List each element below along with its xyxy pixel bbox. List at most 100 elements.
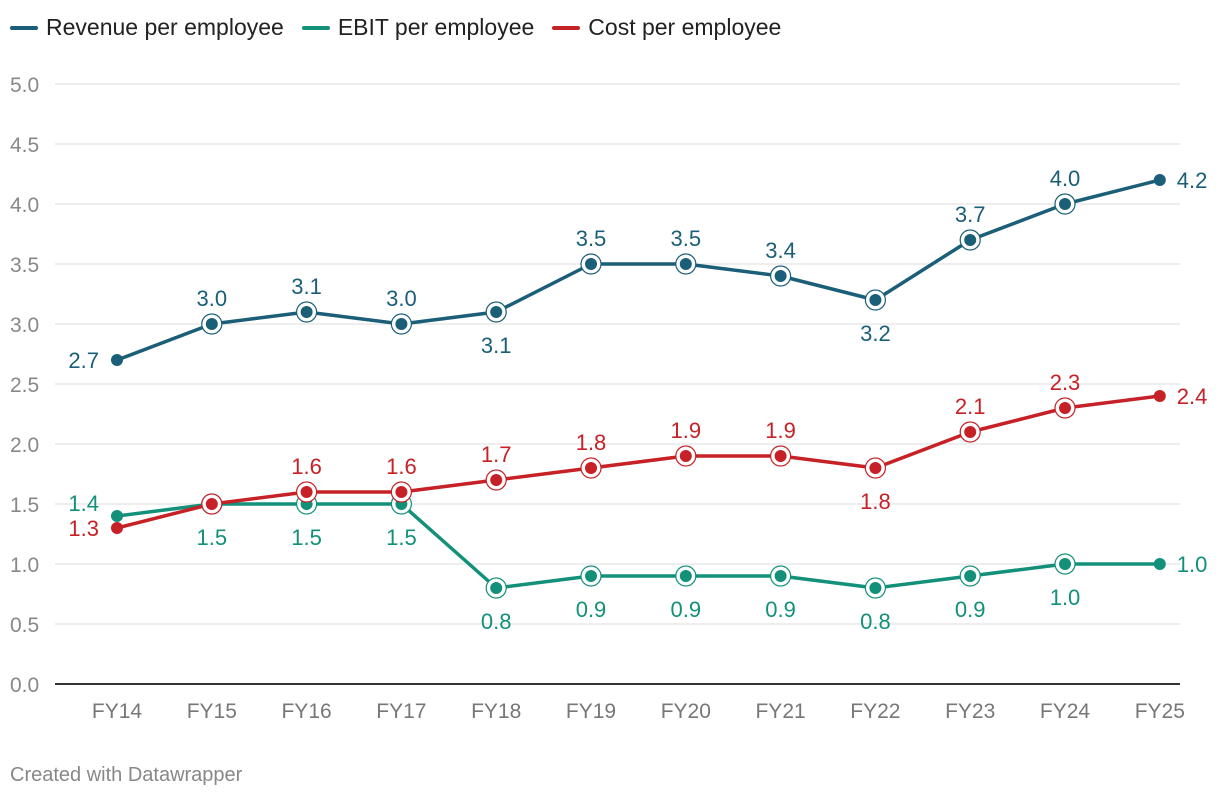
data-label-ebit: 1.0 (1050, 585, 1081, 610)
point-ebit (490, 582, 503, 594)
x-tick-label: FY23 (945, 700, 995, 723)
data-label-revenue: 4.2 (1177, 168, 1208, 193)
point-ebit (111, 510, 123, 522)
y-tick-label: 4.5 (10, 134, 39, 157)
data-label-ebit: 1.0 (1177, 552, 1208, 577)
point-ebit (1153, 558, 1166, 570)
y-tick-label: 0.5 (10, 614, 39, 637)
y-tick-label: 2.0 (10, 434, 39, 457)
point-revenue (490, 306, 503, 318)
point-cost (774, 450, 787, 462)
y-tick-label: 3.5 (10, 254, 39, 277)
point-cost (869, 462, 882, 474)
data-label-revenue: 3.2 (860, 321, 891, 346)
point-cost (679, 450, 692, 462)
legend-label-ebit: EBIT per employee (337, 14, 535, 40)
x-tick-label: FY20 (661, 700, 711, 723)
point-ebit (869, 582, 882, 594)
y-tick-label: 5.0 (10, 74, 39, 97)
data-label-revenue: 3.0 (386, 286, 417, 311)
x-tick-label: FY21 (755, 700, 805, 723)
data-label-cost: 1.9 (671, 418, 702, 443)
point-ebit (964, 570, 977, 582)
data-labels: 2.73.0 3.1 3.03.13.5 3.5 3.43.23.74.0 4.21.41… (68, 166, 1207, 634)
x-tick-label: FY25 (1135, 700, 1185, 723)
data-label-ebit: 1.4 (68, 491, 99, 516)
data-label-ebit: 1.5 (197, 525, 228, 550)
point-revenue (300, 306, 313, 318)
data-label-ebit: 0.9 (671, 597, 702, 622)
point-revenue (1059, 198, 1071, 210)
data-label-cost: 1.8 (576, 430, 607, 455)
series-line-revenue (115, 178, 1162, 362)
point-revenue (869, 294, 882, 306)
data-label-cost: 1.6 (386, 454, 417, 479)
x-tick-label: FY24 (1040, 700, 1091, 723)
x-tick-label: FY22 (850, 700, 900, 723)
point-cost (585, 462, 597, 474)
point-ebit (679, 570, 692, 582)
point-revenue (964, 234, 977, 246)
series-line-ebit (115, 502, 1162, 590)
point-revenue (1153, 174, 1166, 186)
data-points (111, 174, 1166, 599)
data-label-revenue: 3.7 (955, 202, 986, 227)
y-tick-label: 1.5 (10, 494, 39, 517)
data-label-revenue: 3.4 (765, 238, 796, 263)
data-label-revenue: 3.1 (291, 274, 322, 299)
point-cost (300, 486, 313, 498)
legend-item-cost: Cost per employee (552, 14, 781, 41)
point-ebit (585, 570, 597, 582)
data-label-revenue: 3.0 (197, 286, 228, 311)
data-label-ebit: 0.9 (765, 597, 796, 622)
point-cost (490, 474, 503, 486)
y-tick-label: 1.0 (10, 554, 39, 577)
point-cost (1153, 390, 1166, 402)
point-cost (395, 486, 408, 498)
y-tick-label: 0.0 (10, 674, 39, 697)
point-cost (111, 522, 123, 534)
data-label-revenue: 3.1 (481, 333, 512, 358)
legend-swatch-revenue (10, 25, 38, 30)
point-revenue (679, 258, 692, 270)
data-label-ebit: 0.9 (955, 597, 986, 622)
data-label-cost: 1.6 (291, 454, 322, 479)
point-cost (1059, 402, 1071, 414)
x-tick-label: FY18 (471, 700, 521, 723)
x-tick-label: FY16 (281, 700, 331, 723)
series-lines (115, 178, 1162, 590)
data-label-cost: 1.7 (481, 442, 512, 467)
y-axis: 0.0 0.5 1.0 1.5 2.0 2.5 3.0 3.5 4.0 4.5 5.0 (10, 74, 39, 697)
legend-swatch-cost (552, 25, 581, 30)
point-ebit (1059, 558, 1071, 570)
point-ebit (774, 570, 787, 582)
data-label-ebit: 0.8 (860, 609, 891, 634)
point-revenue (585, 258, 597, 270)
data-label-cost: 2.4 (1177, 384, 1208, 409)
y-tick-label: 4.0 (10, 194, 39, 217)
point-revenue (774, 270, 787, 282)
data-label-cost: 1.9 (765, 418, 796, 443)
series-line-cost (115, 394, 1162, 530)
data-label-cost: 1.8 (860, 489, 891, 514)
legend-label-cost: Cost per employee (588, 14, 782, 40)
x-tick-label: FY14 (92, 700, 143, 723)
data-label-ebit: 0.9 (576, 597, 607, 622)
data-label-revenue: 3.5 (671, 226, 702, 251)
data-label-revenue: 3.5 (576, 226, 607, 251)
x-tick-label: FY17 (376, 700, 426, 723)
data-label-revenue: 4.0 (1050, 166, 1081, 191)
data-label-ebit: 1.5 (291, 525, 322, 550)
legend: Revenue per employee EBIT per employee C… (10, 14, 781, 41)
data-label-cost: 2.3 (1050, 370, 1081, 395)
point-cost (964, 426, 977, 438)
legend-label-revenue: Revenue per employee (46, 14, 284, 40)
data-label-ebit: 0.8 (481, 609, 512, 634)
x-tick-label: FY15 (187, 700, 237, 723)
credit-text: Created with Datawrapper (10, 764, 243, 786)
legend-item-revenue: Revenue per employee (10, 14, 284, 41)
point-revenue (111, 354, 123, 366)
y-tick-label: 2.5 (10, 374, 39, 397)
x-axis: FY14 FY15 FY16 FY17 FY18 FY19 FY20 FY21 FY22 FY23… (55, 683, 1185, 723)
